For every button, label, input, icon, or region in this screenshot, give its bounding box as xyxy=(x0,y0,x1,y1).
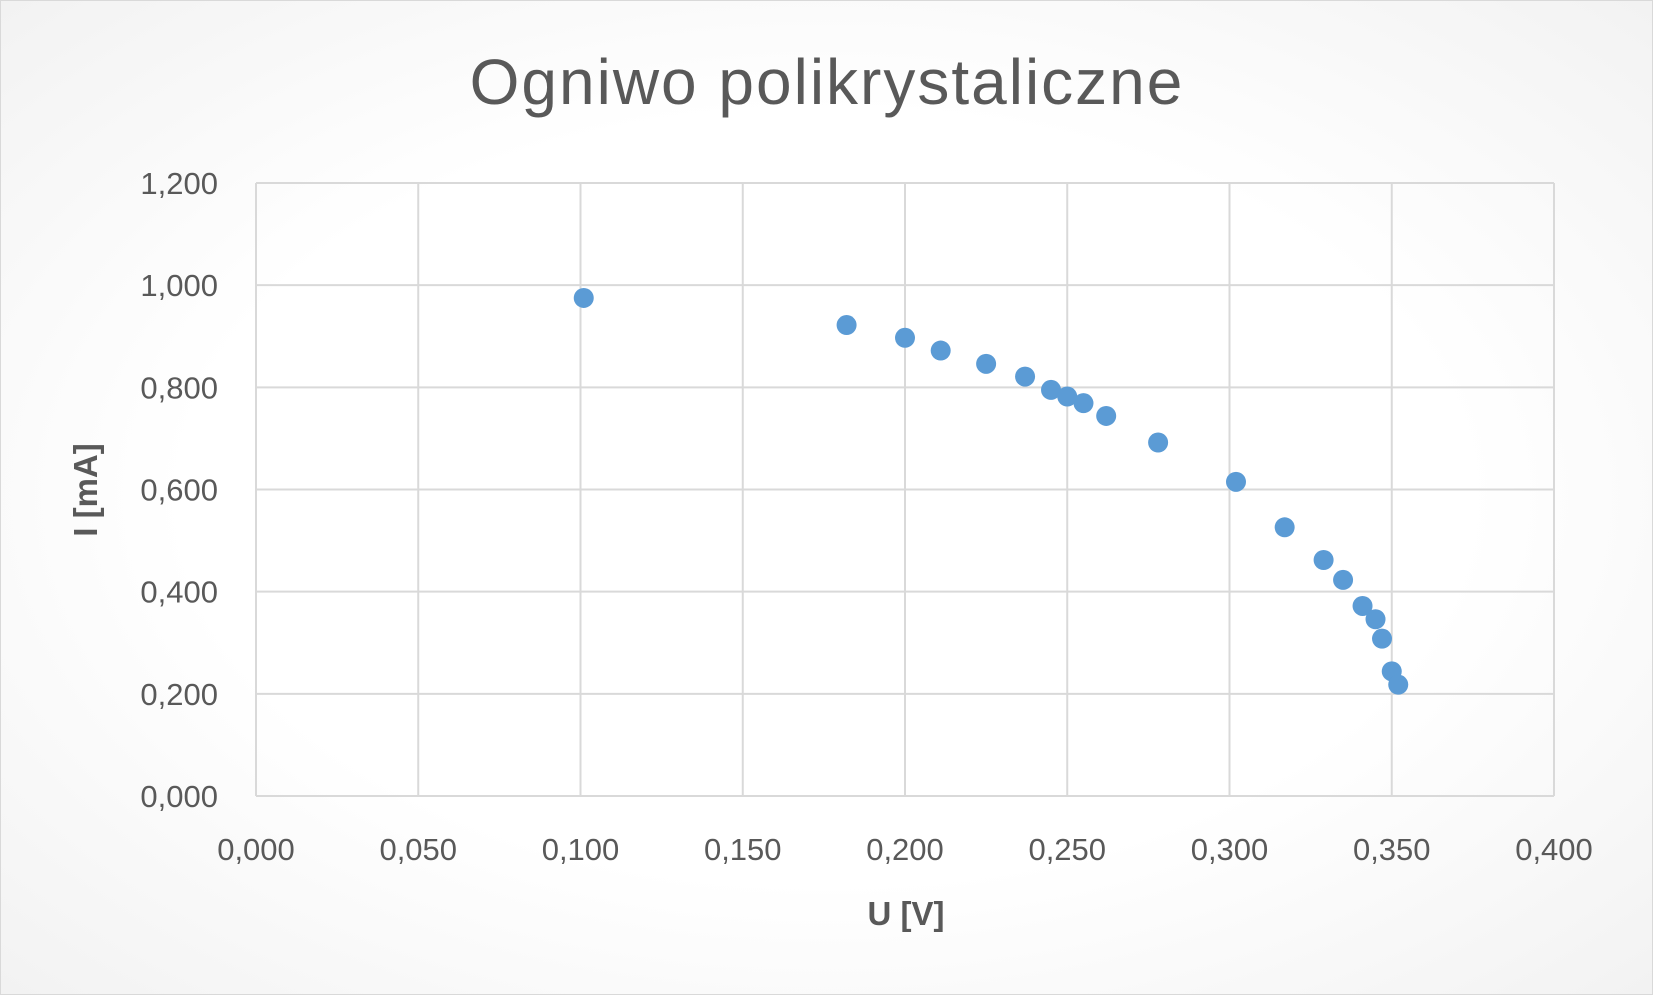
y-tick-label: 0,600 xyxy=(140,473,218,508)
y-tick-label: 1,200 xyxy=(140,166,218,201)
data-point xyxy=(1057,386,1078,407)
data-point xyxy=(930,340,951,361)
x-tick-label: 0,200 xyxy=(866,832,944,867)
y-tick-label: 1,000 xyxy=(140,268,218,303)
data-point xyxy=(1015,366,1036,387)
data-point xyxy=(1365,609,1386,630)
x-tick-label: 0,000 xyxy=(217,832,295,867)
data-point xyxy=(895,327,915,348)
y-axis-ticks: 0,000 0,200 0,400 0,600 0,800 1,000 1,200 xyxy=(140,166,218,814)
data-point xyxy=(573,287,594,308)
x-tick-label: 0,350 xyxy=(1353,832,1431,867)
data-point xyxy=(1096,405,1117,426)
x-tick-label: 0,100 xyxy=(542,832,620,867)
data-point xyxy=(1148,432,1169,453)
gridlines xyxy=(255,182,1555,797)
data-point xyxy=(836,315,857,336)
x-tick-label: 0,300 xyxy=(1191,832,1269,867)
x-tick-label: 0,400 xyxy=(1515,832,1593,867)
x-tick-label: 0,050 xyxy=(379,832,457,867)
data-point xyxy=(1372,628,1393,649)
data-point xyxy=(1388,674,1409,695)
y-tick-label: 0,000 xyxy=(140,779,218,814)
data-point xyxy=(1352,595,1373,616)
data-point xyxy=(1333,569,1354,590)
chart-title: Ogniwo polikrystaliczne xyxy=(470,46,1185,118)
x-axis-ticks: 0,000 0,050 0,100 0,150 0,200 0,250 0,300 0,350… xyxy=(217,832,1593,867)
y-tick-label: 0,200 xyxy=(140,677,218,712)
data-point xyxy=(1274,517,1295,538)
x-tick-label: 0,250 xyxy=(1028,832,1106,867)
x-tick-label: 0,150 xyxy=(704,832,782,867)
y-axis-title: I [mA] xyxy=(67,443,104,537)
data-point xyxy=(1313,549,1334,570)
x-axis-title: U [V] xyxy=(868,895,945,932)
data-point xyxy=(1041,379,1062,400)
data-point xyxy=(1225,471,1246,492)
data-points xyxy=(573,287,1409,695)
y-tick-label: 0,800 xyxy=(140,370,218,405)
y-tick-label: 0,400 xyxy=(140,575,218,610)
data-point xyxy=(1073,393,1094,414)
data-point xyxy=(976,353,997,374)
